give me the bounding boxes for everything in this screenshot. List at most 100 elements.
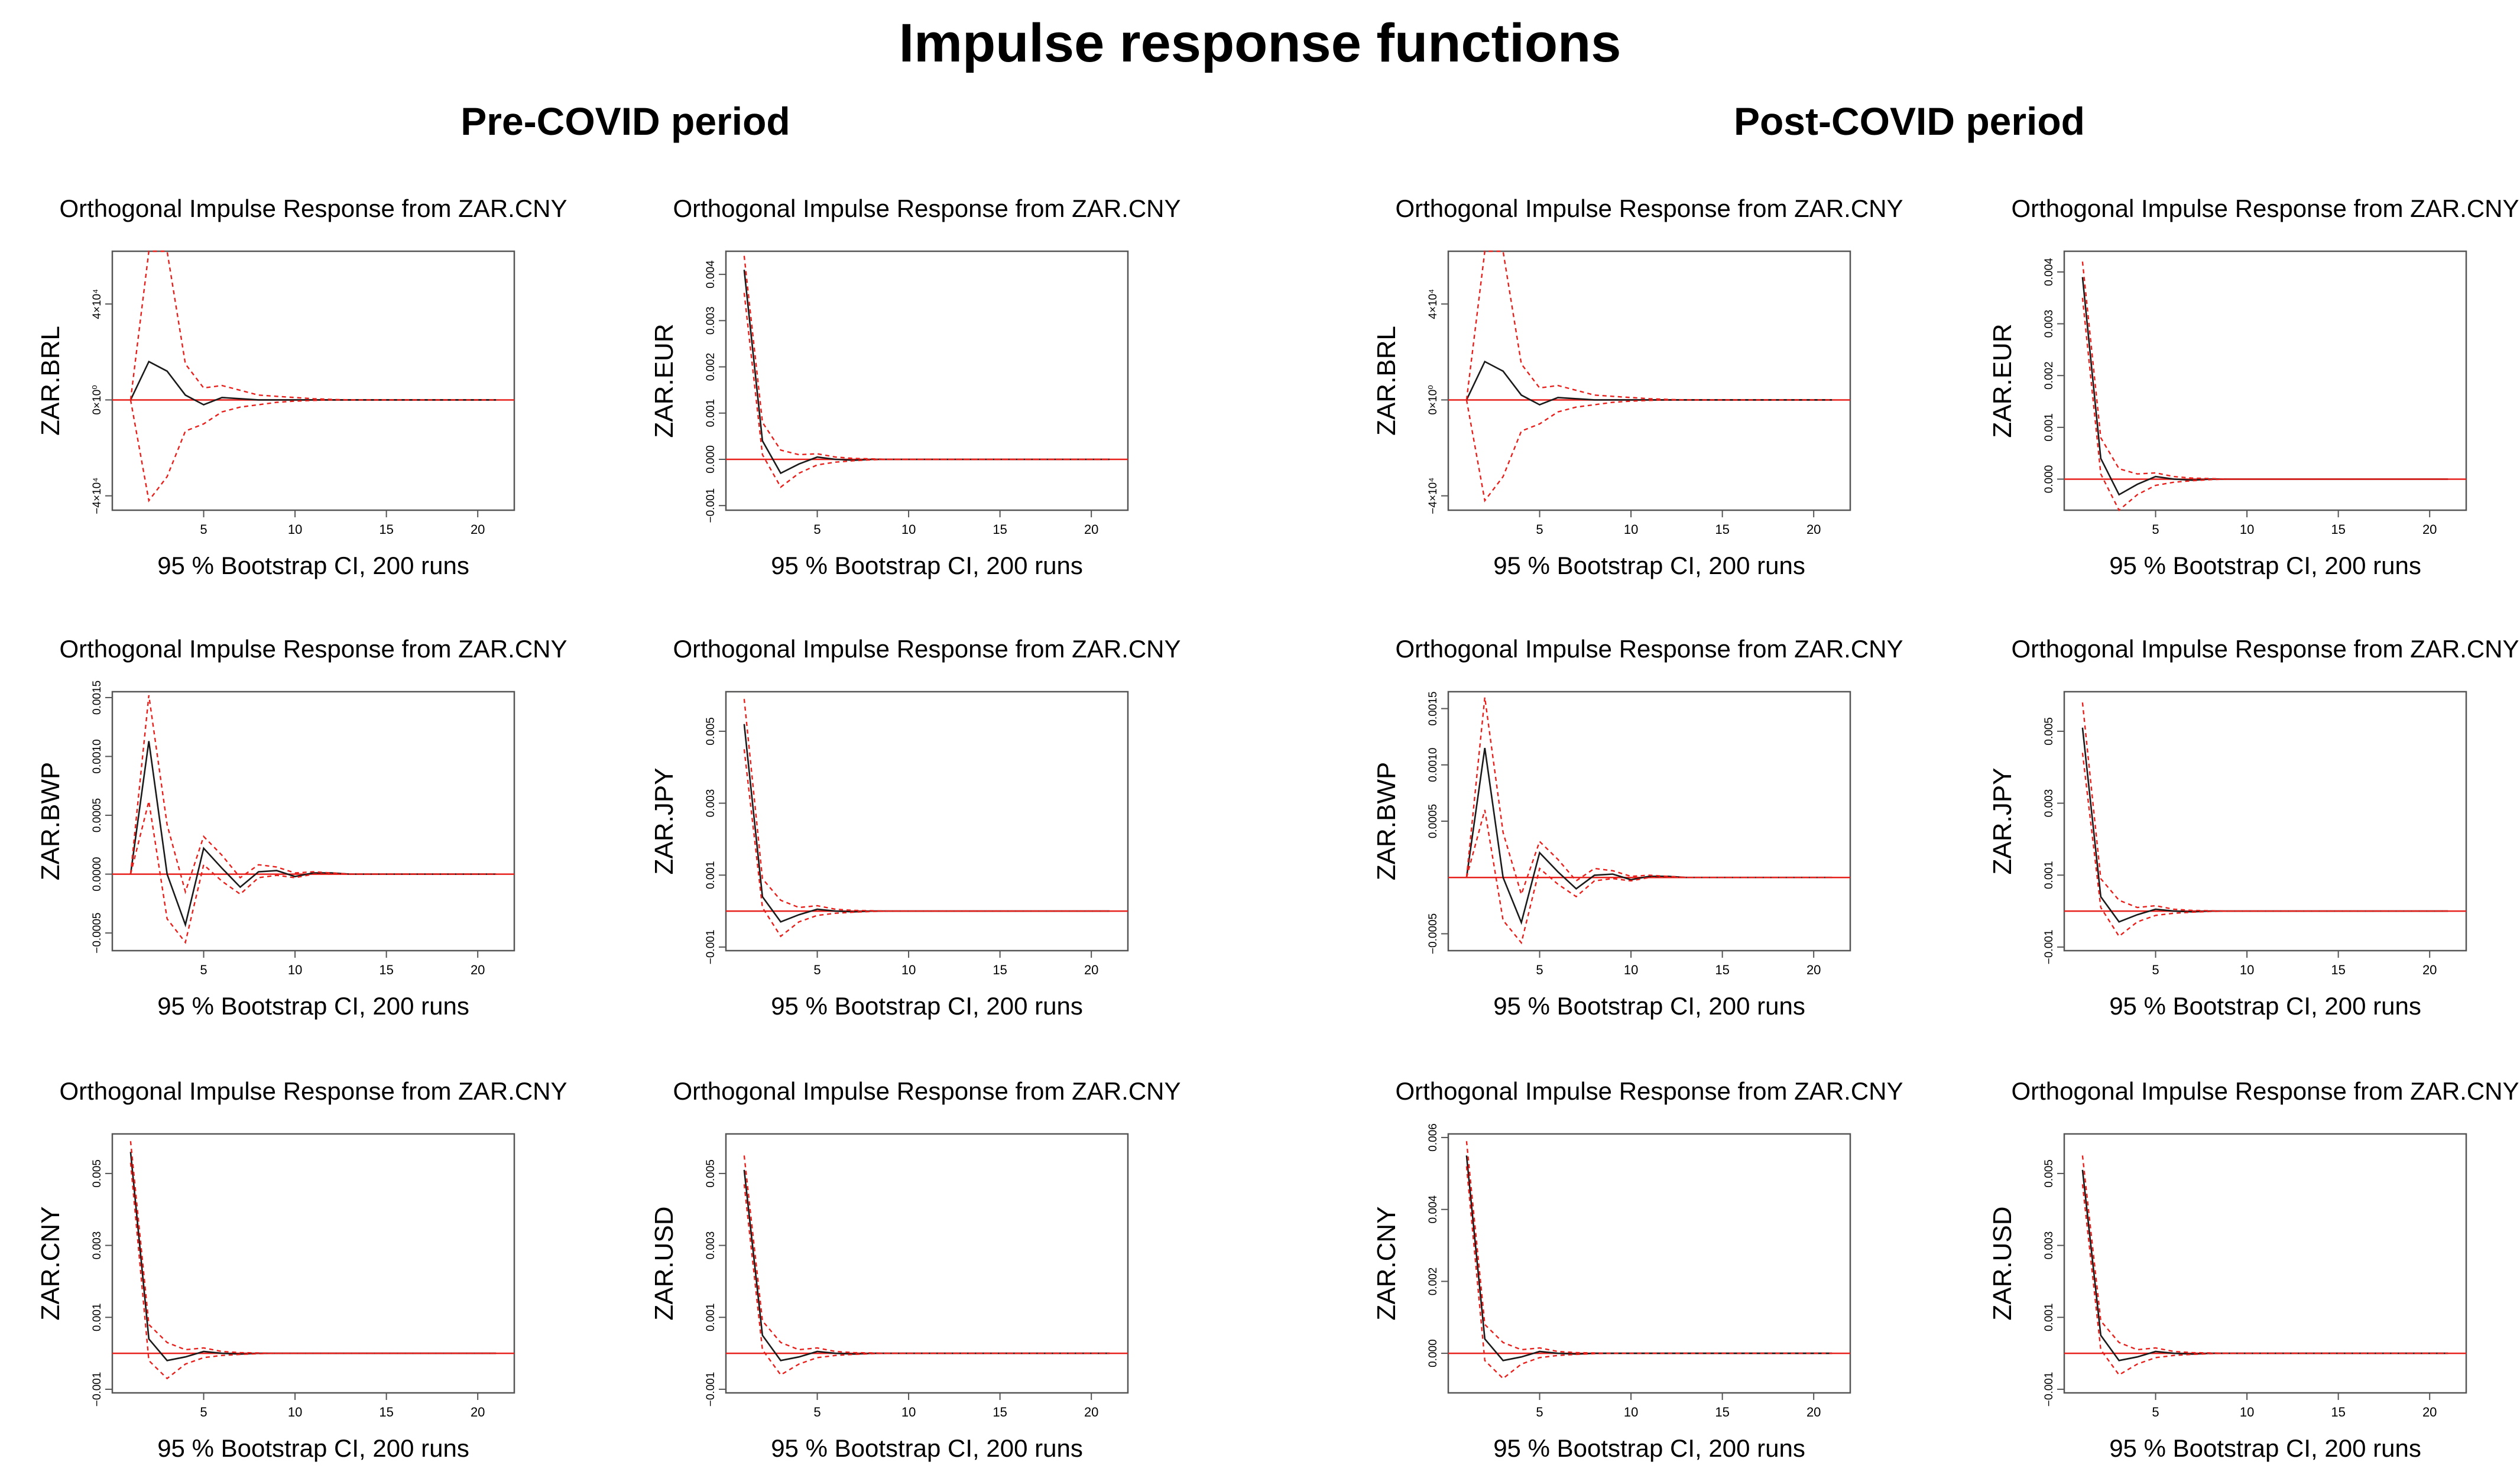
y-axis-label: ZAR.BRL: [36, 326, 65, 436]
x-tick-label: 5: [1536, 962, 1543, 977]
ci-lower-line: [743, 293, 1110, 488]
y-tick-label: 4×10⁴: [1427, 289, 1439, 319]
response-line: [1465, 748, 1833, 925]
x-tick-label: 10: [901, 1405, 916, 1419]
x-tick-label: 10: [2240, 522, 2254, 537]
y-tick-label: 0×10⁰: [91, 385, 103, 414]
y-axis-label: ZAR.BWP: [1372, 762, 1401, 880]
y-axis-label: ZAR.EUR: [650, 323, 679, 437]
ci-lower-line: [129, 800, 497, 944]
y-tick-label: 0.001: [705, 1303, 717, 1331]
x-tick-label: 5: [813, 522, 820, 537]
ci-lower-line: [129, 399, 497, 503]
x-tick-label: 15: [1715, 962, 1729, 977]
x-tick-label: 5: [200, 962, 207, 977]
x-tick-label: 20: [471, 522, 485, 537]
ci-upper-line: [129, 250, 497, 401]
response-line: [1465, 1155, 1833, 1362]
plot-frame: [2063, 250, 2467, 511]
plot-frame: [725, 1133, 1129, 1394]
y-tick-label: −0.0005: [1427, 913, 1439, 954]
x-tick-label: 10: [1624, 962, 1638, 977]
ci-upper-line: [129, 695, 497, 894]
irf-chart-pre-eur: Orthogonal Impulse Response from ZAR.CNY…: [650, 195, 1181, 579]
x-tick-label: 10: [288, 962, 302, 977]
y-tick-label: 0.002: [705, 353, 717, 381]
y-tick-label: −0.001: [2043, 1372, 2055, 1407]
response-line: [129, 1152, 497, 1362]
y-axis-label: ZAR.JPY: [1988, 768, 2017, 875]
y-axis-label: ZAR.EUR: [1988, 323, 2017, 437]
y-tick-label: 0×10⁰: [1427, 385, 1439, 414]
ci-upper-line: [743, 1155, 1110, 1354]
x-tick-label: 5: [200, 1405, 207, 1419]
irf-chart-post-bwp: Orthogonal Impulse Response from ZAR.CNY…: [1372, 635, 1903, 1020]
y-tick-label: 0.002: [1427, 1268, 1439, 1296]
x-tick-label: 20: [1084, 1405, 1098, 1419]
y-tick-label: −4×10⁴: [91, 478, 103, 514]
x-axis-label: 95 % Bootstrap CI, 200 runs: [771, 992, 1083, 1020]
x-tick-label: 20: [471, 962, 485, 977]
chart-title: Orthogonal Impulse Response from ZAR.CNY: [673, 635, 1180, 663]
plot-frame: [725, 691, 1129, 952]
x-tick-label: 10: [1624, 1405, 1638, 1419]
y-tick-label: 0.001: [2043, 861, 2055, 889]
ci-upper-line: [1465, 1141, 1833, 1354]
y-tick-label: 0.001: [705, 399, 717, 427]
y-axis-label: ZAR.BWP: [36, 762, 65, 880]
plot-frame: [2063, 1133, 2467, 1394]
ci-lower-line: [1465, 1166, 1833, 1380]
response-line: [743, 270, 1110, 475]
x-tick-label: 5: [2152, 1405, 2159, 1419]
y-tick-label: 0.004: [705, 260, 717, 289]
y-tick-label: 0.0015: [1427, 692, 1439, 726]
x-tick-label: 15: [2331, 1405, 2345, 1419]
x-axis-label: 95 % Bootstrap CI, 200 runs: [2109, 1434, 2421, 1462]
y-axis-label: ZAR.USD: [650, 1206, 679, 1320]
response-line: [2081, 277, 2448, 496]
x-tick-label: 10: [2240, 962, 2254, 977]
ci-lower-line: [2081, 297, 2448, 511]
x-axis-label: 95 % Bootstrap CI, 200 runs: [157, 552, 469, 579]
y-tick-label: 0.003: [2043, 310, 2055, 338]
y-tick-label: 0.003: [2043, 1231, 2055, 1260]
y-axis-label: ZAR.CNY: [36, 1206, 65, 1320]
y-tick-label: 0.000: [705, 445, 717, 474]
ci-upper-line: [1465, 250, 1833, 401]
y-tick-label: −0.001: [705, 488, 717, 523]
pre-covid-heading: Pre-COVID period: [460, 99, 790, 143]
x-tick-label: 5: [813, 962, 820, 977]
x-tick-label: 5: [200, 522, 207, 537]
x-tick-label: 20: [1084, 962, 1098, 977]
plot-frame: [111, 691, 515, 952]
chart-title: Orthogonal Impulse Response from ZAR.CNY: [1395, 635, 1903, 663]
ci-lower-line: [2081, 753, 2448, 938]
response-line: [743, 724, 1110, 923]
y-tick-label: 0.006: [1427, 1123, 1439, 1152]
y-tick-label: 0.003: [705, 1231, 717, 1260]
y-tick-label: 0.0000: [91, 857, 103, 892]
irf-chart-pre-jpy: Orthogonal Impulse Response from ZAR.CNY…: [650, 635, 1181, 1020]
x-axis-label: 95 % Bootstrap CI, 200 runs: [1493, 552, 1805, 579]
x-tick-label: 15: [2331, 962, 2345, 977]
y-tick-label: 0.004: [1427, 1195, 1439, 1224]
x-tick-label: 20: [1807, 962, 1821, 977]
ci-lower-line: [1465, 399, 1833, 503]
y-tick-label: 0.005: [2043, 717, 2055, 746]
x-axis-label: 95 % Bootstrap CI, 200 runs: [1493, 1434, 1805, 1462]
ci-upper-line: [2081, 1155, 2448, 1354]
post-covid-heading: Post-COVID period: [1733, 99, 2086, 143]
irf-chart-pre-bwp: Orthogonal Impulse Response from ZAR.CNY…: [36, 635, 567, 1020]
x-tick-label: 15: [379, 962, 393, 977]
y-tick-label: −0.001: [91, 1372, 103, 1407]
y-tick-label: 0.003: [705, 307, 717, 335]
chart-title: Orthogonal Impulse Response from ZAR.CNY: [59, 195, 567, 222]
irf-chart-pre-cny: Orthogonal Impulse Response from ZAR.CNY…: [36, 1077, 567, 1462]
x-tick-label: 15: [379, 522, 393, 537]
chart-title: Orthogonal Impulse Response from ZAR.CNY: [1395, 1077, 1903, 1105]
x-tick-label: 5: [2152, 962, 2159, 977]
x-tick-label: 20: [1084, 522, 1098, 537]
x-axis-label: 95 % Bootstrap CI, 200 runs: [1493, 992, 1805, 1020]
chart-title: Orthogonal Impulse Response from ZAR.CNY: [2011, 635, 2519, 663]
y-tick-label: −0.001: [705, 1372, 717, 1407]
